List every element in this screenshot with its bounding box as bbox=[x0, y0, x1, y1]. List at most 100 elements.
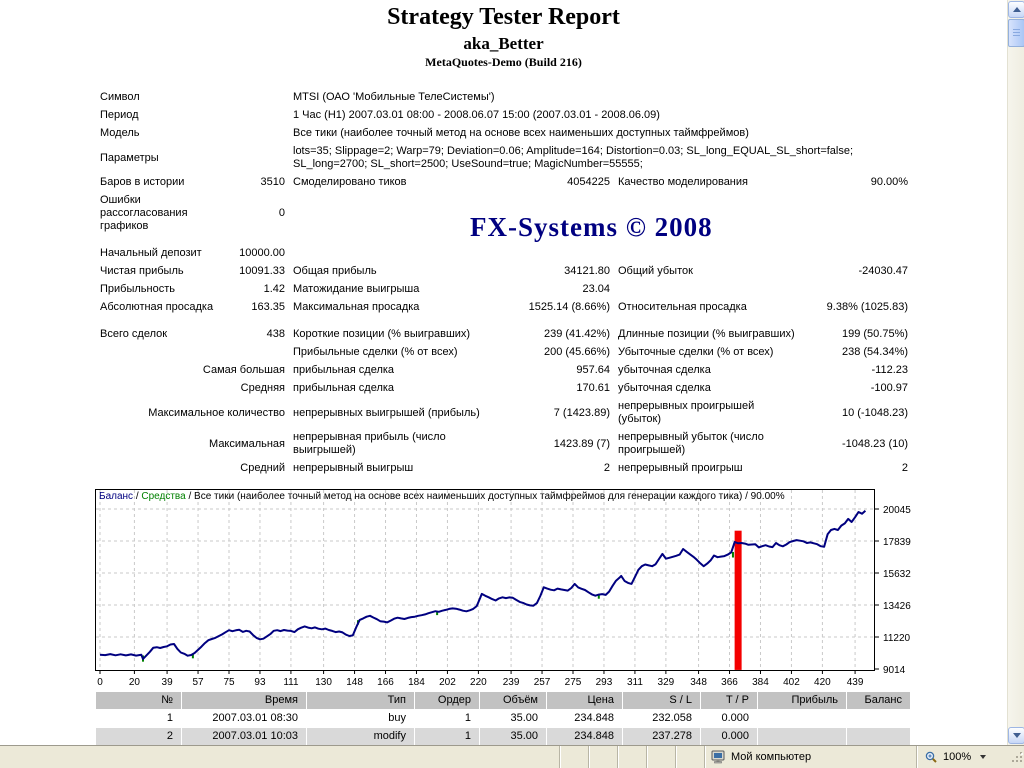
x-tick-label: 93 bbox=[254, 677, 266, 688]
report-value: 23.04 bbox=[582, 283, 610, 295]
report-label: Прибыльность bbox=[100, 283, 175, 295]
report-value bbox=[230, 142, 285, 173]
report-label: Короткие позиции (% выигравших) bbox=[293, 328, 471, 340]
report-summary-body: Символ MTSI (ОАО 'Мобильные ТелеСистемы')… bbox=[100, 88, 908, 477]
report-label: прибыльная сделка bbox=[293, 364, 395, 376]
report-label: Самая большая bbox=[202, 364, 285, 376]
report-label: Чистая прибыль bbox=[100, 265, 184, 277]
report-label: Прибыльные сделки (% от всех) bbox=[293, 346, 458, 358]
scroll-down-button[interactable] bbox=[1008, 727, 1024, 744]
resize-grip[interactable] bbox=[1008, 746, 1024, 768]
report-value: 4054225 bbox=[567, 176, 610, 188]
report-label: Средний bbox=[240, 462, 285, 474]
x-tick-label: 130 bbox=[315, 677, 332, 688]
status-empty-pane bbox=[675, 746, 704, 768]
report-label: непрерывных проигрышей (убыток) bbox=[618, 400, 755, 425]
strategy-name: aka_Better bbox=[463, 34, 544, 53]
my-computer-icon bbox=[711, 750, 725, 764]
x-tick-label: 75 bbox=[223, 677, 235, 688]
report-value bbox=[795, 280, 908, 298]
report-value: 10 (-1048.23) bbox=[841, 406, 909, 419]
arrow-down-icon bbox=[1012, 733, 1021, 738]
report-label bbox=[285, 191, 500, 235]
chart-legend: Баланс / Средства / Все тики (наиболее т… bbox=[99, 491, 785, 502]
report-label: Баров в истории bbox=[100, 176, 185, 188]
x-tick-label: 366 bbox=[721, 677, 738, 688]
report-label bbox=[610, 280, 795, 298]
report-value: -1048.23 (10) bbox=[841, 437, 909, 450]
report-label: непрерывный выигрыш bbox=[293, 462, 414, 474]
report-label bbox=[610, 244, 795, 262]
y-tick-label: 15632 bbox=[883, 569, 911, 580]
x-tick-label: 239 bbox=[503, 677, 520, 688]
report-label: Убыточные сделки (% от всех) bbox=[618, 346, 774, 358]
server-build: MetaQuotes-Demo (Build 216) bbox=[425, 55, 582, 69]
zoom-dropdown-caret-icon[interactable] bbox=[980, 755, 987, 759]
x-tick-label: 439 bbox=[847, 677, 864, 688]
trades-cell: 232.058 bbox=[622, 709, 701, 728]
resize-grip-icon bbox=[1012, 751, 1023, 762]
report-value: 9.38% (1025.83) bbox=[826, 301, 909, 313]
trades-row: 2 2007.03.01 10:03 modify 1 35.00 234.848 237.… bbox=[95, 727, 911, 745]
x-tick-label: 220 bbox=[470, 677, 487, 688]
security-zone-label: Мой компьютер bbox=[731, 751, 812, 763]
report-value: 7 (1423.89) bbox=[553, 406, 610, 419]
report-row bbox=[100, 316, 908, 325]
report-value: 90.00% bbox=[870, 176, 909, 188]
x-tick-label: 148 bbox=[346, 677, 363, 688]
x-tick-label: 275 bbox=[565, 677, 582, 688]
trades-cell: 0.000 bbox=[700, 727, 758, 745]
report-label: убыточная сделка bbox=[618, 382, 711, 394]
page-title: Strategy Tester Report bbox=[387, 4, 620, 30]
report-page: Strategy Tester Report aka_Better MetaQu… bbox=[95, 4, 912, 745]
report-value: 10000.00 bbox=[239, 247, 285, 259]
report-row: Прибыльные сделки (% от всех) 200 (45.66%… bbox=[100, 343, 908, 361]
report-value: 1.42 bbox=[263, 283, 285, 295]
report-value-wide: lots=35; Slippage=2; Warp=79; Deviation=… bbox=[293, 145, 854, 170]
scrollbar-thumb[interactable] bbox=[1008, 19, 1024, 47]
balance-line bbox=[99, 509, 867, 660]
report-value: 170.61 bbox=[576, 382, 610, 394]
report-row: Максимальное количество непрерывных выигр… bbox=[100, 397, 908, 428]
arrow-up-icon bbox=[1012, 7, 1021, 12]
legend-equity-label: Средства bbox=[141, 491, 186, 502]
report-label: непрерывный проигрыш bbox=[618, 462, 743, 474]
report-label: Средняя bbox=[240, 382, 285, 394]
report-label: Относительная просадка bbox=[618, 301, 747, 313]
report-label: Всего сделок bbox=[100, 328, 168, 340]
x-tick-label: 311 bbox=[627, 677, 643, 688]
report-value bbox=[795, 244, 908, 262]
report-value: 1525.14 (8.66%) bbox=[528, 301, 610, 313]
scroll-up-button[interactable] bbox=[1008, 1, 1024, 18]
report-summary-table: Символ MTSI (ОАО 'Мобильные ТелеСистемы')… bbox=[100, 88, 908, 477]
report-value: 10091.33 bbox=[239, 265, 285, 277]
y-tick-label: 20045 bbox=[883, 505, 911, 516]
report-value: -24030.47 bbox=[858, 265, 909, 277]
trades-cell bbox=[846, 709, 911, 728]
report-row: Прибыльность 1.42 Матожидание выигрыша 23.0… bbox=[100, 280, 908, 298]
x-tick-label: 166 bbox=[377, 677, 394, 688]
legend-separator: / bbox=[133, 491, 142, 502]
scrollbar-thumb-grip-icon bbox=[1013, 29, 1020, 36]
report-row: Параметры lots=35; Slippage=2; Warp=79; D… bbox=[100, 142, 908, 173]
report-row: Ошибки рассогласования графиков 0 bbox=[100, 191, 908, 235]
plot-border bbox=[95, 489, 875, 671]
status-main-pane bbox=[0, 746, 559, 768]
report-value: 199 (50.75%) bbox=[841, 328, 909, 340]
y-tick-label: 11220 bbox=[883, 633, 911, 644]
report-row: Максимальная непрерывная прибыль (число в… bbox=[100, 428, 908, 459]
trades-cell: 234.848 bbox=[546, 727, 623, 745]
vertical-scrollbar[interactable] bbox=[1007, 0, 1024, 745]
trades-header-cell: Цена bbox=[546, 691, 623, 710]
trades-header-cell: Объём bbox=[479, 691, 547, 710]
report-label: Символ bbox=[100, 91, 140, 103]
report-value: 238 (54.34%) bbox=[841, 346, 909, 358]
x-tick-label: 329 bbox=[658, 677, 675, 688]
report-label: непрерывных выигрышей (прибыль) bbox=[293, 406, 480, 419]
report-value bbox=[230, 124, 285, 142]
status-empty-pane bbox=[559, 746, 588, 768]
report-row: Всего сделок 438 Короткие позиции (% выигр… bbox=[100, 325, 908, 343]
zoom-control[interactable]: 100% bbox=[916, 746, 1008, 768]
report-label: Модель bbox=[100, 127, 140, 139]
